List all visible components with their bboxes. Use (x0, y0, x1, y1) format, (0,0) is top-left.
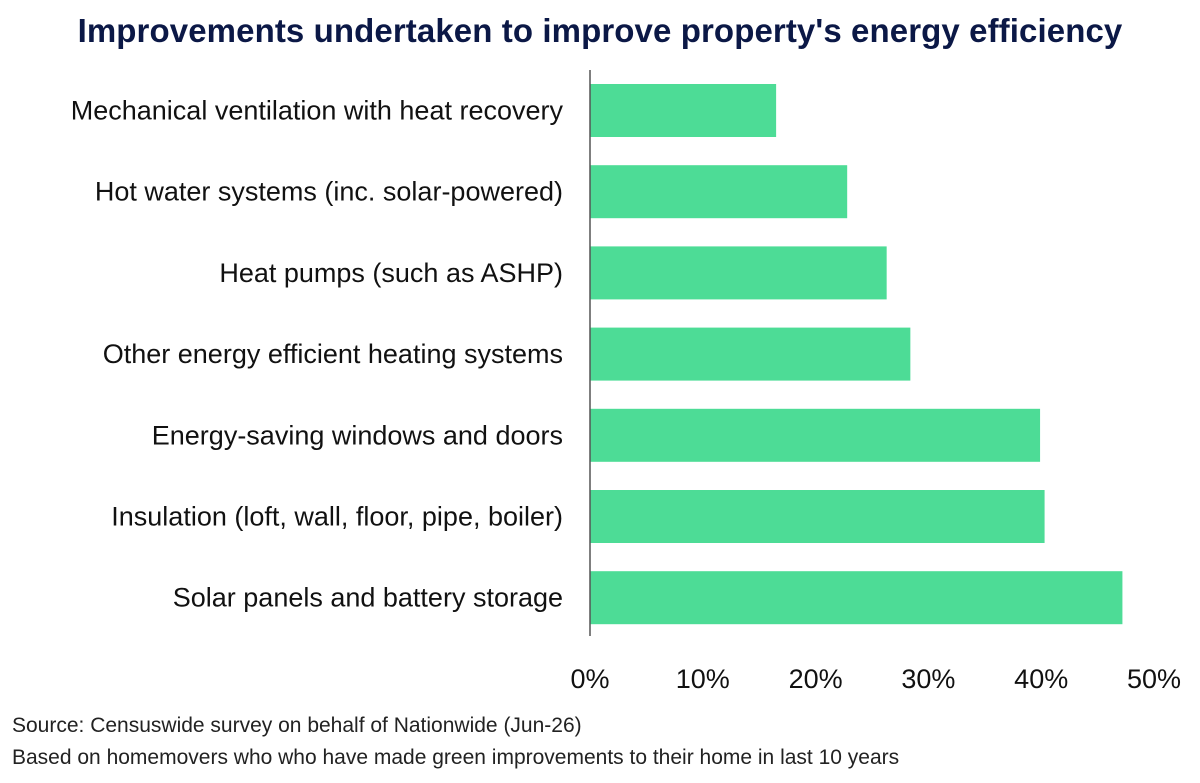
base-note: Based on homemovers who who have made gr… (12, 746, 900, 769)
source-note: Source: Censuswide survey on behalf of N… (12, 714, 582, 737)
bar (590, 84, 777, 137)
chart-title: Improvements undertaken to improve prope… (77, 12, 1123, 49)
category-label: Insulation (loft, wall, floor, pipe, boi… (111, 502, 563, 532)
bar (590, 408, 1041, 462)
category-label: Hot water systems (inc. solar-powered) (95, 177, 563, 207)
source-notes: Source: Censuswide survey on behalf of N… (12, 710, 899, 774)
bar (590, 490, 1045, 543)
bar (590, 246, 887, 300)
category-label: Heat pumps (such as ASHP) (219, 258, 563, 288)
category-label: Energy-saving windows and doors (152, 420, 563, 450)
x-tick-label: 10% (676, 664, 730, 694)
category-label-group: Mechanical ventilation with heat recover… (71, 96, 564, 613)
x-tick-label: 20% (789, 664, 843, 694)
category-label: Mechanical ventilation with heat recover… (71, 96, 564, 126)
bar (590, 327, 911, 381)
x-tick-label-group: 0% 10% 20% 30% 40% 50% (570, 664, 1181, 694)
x-tick-label: 0% (570, 664, 609, 694)
category-label: Solar panels and battery storage (173, 583, 563, 613)
bar (590, 165, 848, 219)
x-tick-label: 40% (1014, 664, 1068, 694)
bar-group (590, 84, 1123, 625)
x-tick-label: 30% (901, 664, 955, 694)
bar (590, 571, 1123, 625)
x-tick-label: 50% (1127, 664, 1181, 694)
category-label: Other energy efficient heating systems (103, 339, 563, 369)
